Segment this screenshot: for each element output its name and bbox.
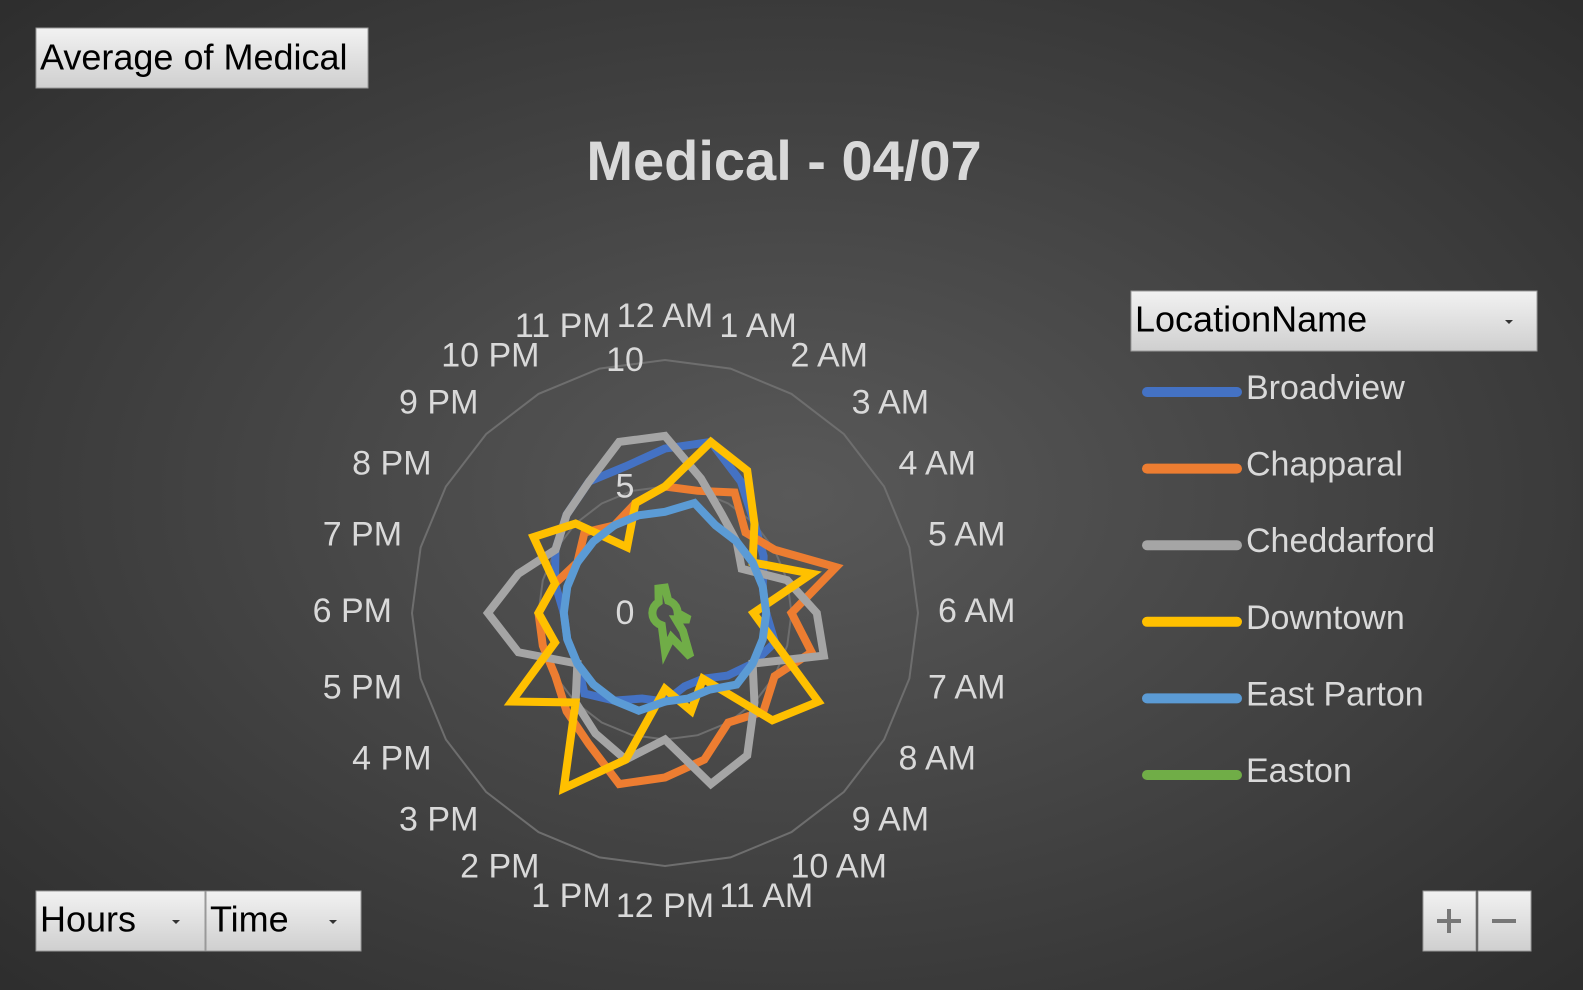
category-label: 9 PM bbox=[399, 383, 478, 421]
category-label: 9 AM bbox=[852, 801, 929, 839]
legend-field-button[interactable]: LocationName bbox=[1130, 290, 1538, 352]
button-label: LocationName bbox=[1135, 299, 1367, 340]
category-label: 8 AM bbox=[898, 739, 975, 777]
button-label: Time bbox=[210, 899, 289, 940]
radar-plot: 0 5 10 12 AM 1 AM2 AM 3 AM 4 AM 5 AM 6 AM 7 AM 8 A… bbox=[313, 297, 1016, 925]
button-label: Hours bbox=[40, 899, 136, 940]
expand-button[interactable] bbox=[1422, 890, 1477, 952]
category-label: 10 PM bbox=[441, 337, 539, 375]
legend-label: Broadview bbox=[1246, 369, 1405, 407]
grid-line bbox=[410, 358, 920, 868]
value-field-button[interactable]: Average of Medical bbox=[35, 27, 369, 89]
category-label: 7 PM bbox=[323, 516, 402, 554]
category-label: 2 AM bbox=[791, 337, 868, 375]
collapse-button[interactable] bbox=[1477, 890, 1532, 952]
legend-label: Chapparal bbox=[1246, 446, 1403, 484]
legend-label: Easton bbox=[1246, 752, 1352, 790]
legend-label: Cheddarford bbox=[1246, 522, 1435, 560]
r-tick-label: 10 bbox=[606, 341, 644, 379]
category-label: 5 AM bbox=[928, 516, 1005, 554]
plus-icon bbox=[1437, 909, 1461, 933]
category-label: 11 PM bbox=[515, 307, 611, 345]
category-label: 8 PM bbox=[352, 444, 431, 482]
r-tick-label: 5 bbox=[616, 467, 635, 505]
category-label: 4 PM bbox=[352, 739, 431, 777]
category-label: 12 AM bbox=[617, 297, 713, 335]
category-label: 1 AM bbox=[719, 307, 796, 345]
dropdown-arrow bbox=[172, 920, 180, 924]
dropdown-arrow bbox=[329, 920, 337, 924]
legend: Broadview Chapparal Cheddarford Downtown Eas… bbox=[1142, 369, 1435, 790]
legend-label: Downtown bbox=[1246, 599, 1405, 637]
category-label: 7 AM bbox=[928, 668, 1005, 706]
category-label: 10 AM bbox=[791, 847, 887, 885]
series-line bbox=[559, 498, 771, 716]
dropdown-arrow bbox=[1505, 320, 1513, 324]
series-line bbox=[648, 583, 695, 665]
category-label: 11 AM bbox=[719, 877, 813, 915]
category-label: 6 AM bbox=[938, 592, 1015, 630]
legend-label: East Parton bbox=[1246, 675, 1424, 713]
axis-field-button[interactable]: Time bbox=[205, 890, 362, 952]
button-label: Average of Medical bbox=[40, 37, 348, 78]
axis-field-button[interactable]: Hours bbox=[35, 890, 206, 952]
category-label: 3 PM bbox=[399, 801, 478, 839]
category-label: 12 PM bbox=[616, 887, 714, 925]
category-label: 1 PM bbox=[531, 877, 610, 915]
r-tick-label: 0 bbox=[616, 594, 635, 632]
chart-title: Medical - 04/07 bbox=[586, 129, 981, 192]
category-label: 5 PM bbox=[323, 668, 402, 706]
category-label: 6 PM bbox=[313, 592, 392, 630]
category-label: 2 PM bbox=[460, 847, 539, 885]
category-label: 4 AM bbox=[898, 444, 975, 482]
series-line bbox=[482, 431, 829, 790]
category-label: 3 AM bbox=[852, 383, 929, 421]
